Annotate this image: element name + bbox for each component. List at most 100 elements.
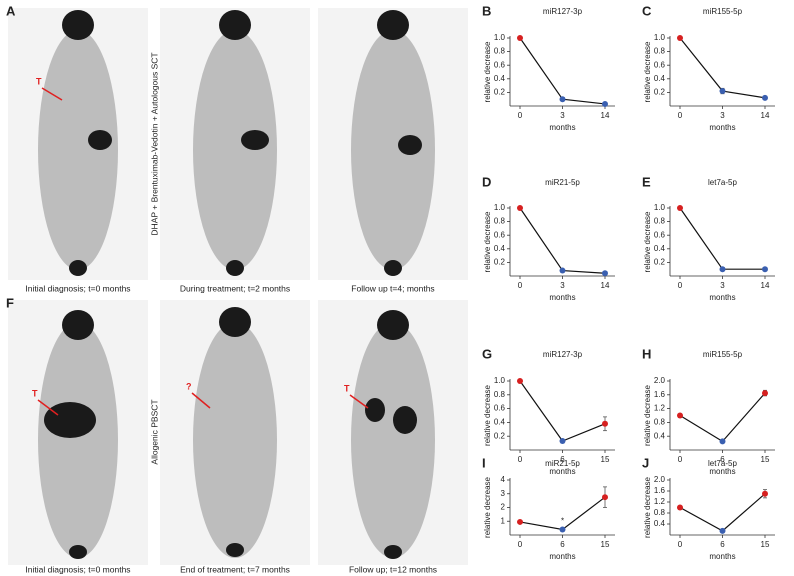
x-axis-label: months	[549, 552, 575, 561]
arrows	[37, 87, 369, 416]
y-tick-label: 0.4	[494, 418, 506, 427]
y-tick-label: 0.6	[494, 230, 506, 239]
image-caption: End of treatment; t=7 months	[180, 564, 290, 574]
y-axis-label: relative decrease	[483, 384, 492, 445]
x-tick-label: 15	[761, 540, 770, 549]
y-tick-label: 1.2	[654, 404, 666, 413]
y-tick-label: 1.6	[654, 486, 666, 495]
y-tick-label: 0.6	[494, 60, 506, 69]
point	[719, 266, 726, 273]
chart-title: let7a-5p	[708, 459, 737, 468]
point	[719, 438, 726, 445]
body-silhouettes	[38, 30, 435, 558]
y-tick-label: 0.2	[654, 88, 666, 97]
y-tick-label: 0.4	[494, 244, 506, 253]
y-tick-label: 2.0	[654, 475, 666, 484]
y-tick-label: 1.2	[654, 497, 666, 506]
point	[762, 94, 768, 101]
chart-title: miR155-5p	[703, 7, 743, 16]
y-tick-label: 2.0	[654, 376, 666, 385]
panel-label: D	[482, 174, 491, 189]
image-caption: Follow up t=4; months	[351, 283, 434, 293]
x-tick-label: 6	[560, 540, 565, 549]
annotation: T	[36, 76, 42, 86]
panel-label: B	[482, 3, 491, 18]
point	[762, 390, 768, 397]
chart-title: miR127-3p	[543, 350, 583, 359]
x-tick-label: 15	[601, 455, 610, 464]
panel-label: I	[482, 455, 486, 470]
x-tick-label: 3	[720, 281, 725, 290]
y-tick-label: 1.6	[654, 390, 666, 399]
y-tick-label: 0.2	[494, 431, 506, 440]
point	[762, 266, 768, 273]
point	[677, 412, 683, 419]
treatment-label: Allogenic PBSCT	[149, 399, 159, 464]
panel-label: G	[482, 346, 492, 361]
y-tick-label: 0.6	[654, 60, 666, 69]
line	[519, 37, 606, 105]
chart-title: miR21-5p	[545, 459, 580, 468]
point	[517, 518, 523, 525]
line	[679, 392, 766, 443]
y-tick-label: 1.0	[494, 33, 506, 42]
y-tick-label: 3	[501, 489, 506, 498]
y-tick-label: 0.8	[654, 508, 666, 517]
y-tick-label: 1	[501, 516, 506, 525]
y-tick-label: 0.4	[654, 519, 666, 528]
y-tick-label: 4	[501, 475, 506, 484]
x-tick-label: 14	[601, 111, 610, 120]
point	[677, 35, 683, 41]
y-axis-label: relative decrease	[643, 476, 652, 537]
y-tick-label: 0.8	[654, 418, 666, 427]
x-tick-label: 3	[720, 111, 725, 120]
y-tick-label: 0.2	[494, 88, 506, 97]
y-tick-label: 0.2	[654, 258, 666, 267]
x-tick-label: 0	[678, 455, 683, 464]
treatment-label: DHAP + Brentuximab-Vedotin + Autologous …	[149, 52, 159, 235]
x-tick-label: 15	[601, 540, 610, 549]
y-tick-label: 0.8	[494, 47, 506, 56]
y-tick-label: 0.2	[494, 258, 506, 267]
point	[602, 270, 608, 277]
x-axis-label: months	[549, 123, 575, 132]
y-tick-label: 1.0	[494, 376, 506, 385]
x-axis-label: months	[549, 293, 575, 302]
point	[602, 494, 608, 501]
x-tick-label: 0	[518, 540, 523, 549]
x-tick-label: 15	[761, 455, 770, 464]
x-tick-label: 0	[678, 281, 683, 290]
y-axis-label: relative decrease	[483, 211, 492, 272]
y-tick-label: 0.8	[494, 217, 506, 226]
y-tick-label: 0.6	[494, 404, 506, 413]
y-axis-label: relative decrease	[643, 384, 652, 445]
point	[517, 378, 523, 384]
line	[519, 380, 606, 442]
annotation: T	[344, 383, 350, 393]
point	[677, 205, 683, 211]
x-tick-label: 6	[720, 540, 725, 549]
x-tick-label: 3	[560, 281, 565, 290]
panel-label: J	[642, 455, 649, 470]
chart-title: let7a-5p	[708, 178, 737, 187]
x-axis-label: months	[709, 552, 735, 561]
y-axis-label: relative decrease	[643, 211, 652, 272]
panel-label: A	[6, 3, 16, 18]
x-tick-label: 6	[720, 455, 725, 464]
y-axis-label: relative decrease	[483, 41, 492, 102]
chart-title: miR155-5p	[703, 350, 743, 359]
point	[602, 100, 608, 107]
y-tick-label: 1.0	[654, 203, 666, 212]
pet-images	[8, 8, 468, 565]
point	[559, 96, 566, 103]
y-tick-label: 0.4	[654, 244, 666, 253]
y-tick-label: 0.4	[654, 74, 666, 83]
x-axis-label: months	[549, 467, 575, 476]
y-tick-label: 1.0	[494, 203, 506, 212]
x-tick-label: 0	[518, 111, 523, 120]
x-tick-label: 14	[601, 281, 610, 290]
x-tick-label: 0	[518, 455, 523, 464]
x-tick-label: 0	[518, 281, 523, 290]
image-caption: Initial diagnosis; t=0 months	[25, 283, 130, 293]
